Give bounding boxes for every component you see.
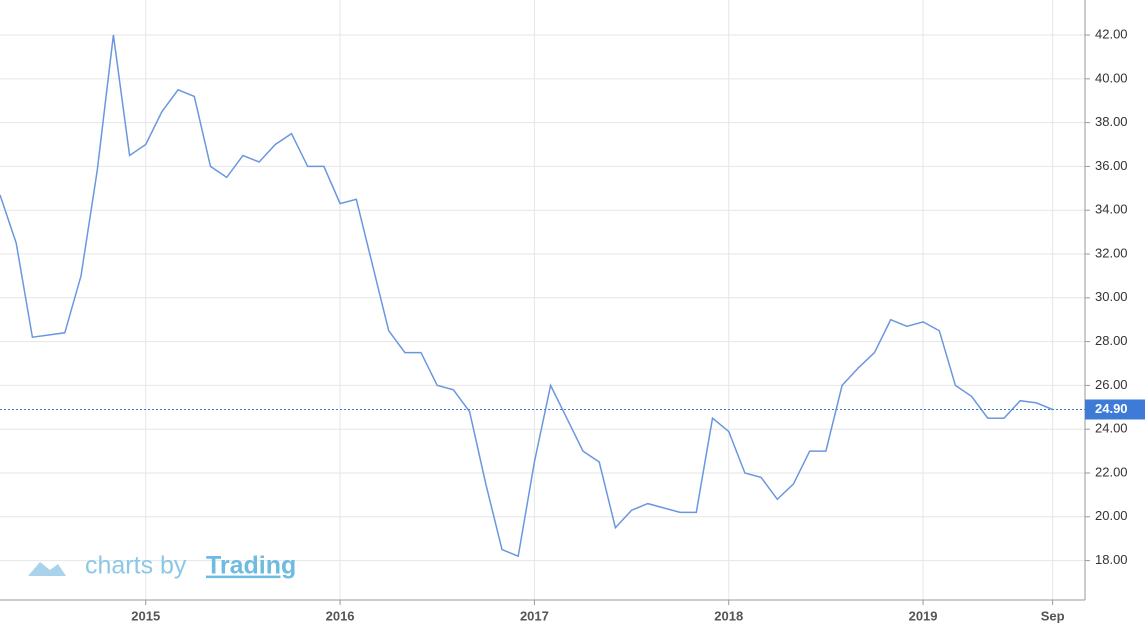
price-line xyxy=(0,34,1053,558)
y-tick-label: 40.00 xyxy=(1095,70,1128,85)
last-value-box xyxy=(1085,399,1145,420)
y-tick-label: 18.00 xyxy=(1095,552,1128,567)
watermark-brand: Trading xyxy=(206,552,296,580)
y-tick-label: 24.00 xyxy=(1095,421,1128,436)
x-tick-label: 2018 xyxy=(714,608,743,623)
x-tick-label: 2017 xyxy=(520,608,549,623)
y-tick-label: 38.00 xyxy=(1095,114,1128,129)
watermark-prefix: charts by xyxy=(85,552,187,580)
watermark-icon xyxy=(28,562,66,576)
y-tick-label: 28.00 xyxy=(1095,333,1128,348)
x-tick-label: 2019 xyxy=(909,608,938,623)
y-tick-label: 34.00 xyxy=(1095,202,1128,217)
y-tick-label: 30.00 xyxy=(1095,289,1128,304)
watermark: charts by Trading xyxy=(28,552,296,580)
y-tick-label: 42.00 xyxy=(1095,26,1128,41)
x-tick-label: 2015 xyxy=(131,608,160,623)
y-tick-label: 26.00 xyxy=(1095,377,1128,392)
y-tick-label: 20.00 xyxy=(1095,508,1128,523)
x-tick-label: Sep xyxy=(1041,608,1065,623)
last-value-label: 24.90 xyxy=(1095,401,1128,416)
y-tick-label: 36.00 xyxy=(1095,158,1128,173)
y-tick-label: 32.00 xyxy=(1095,245,1128,260)
y-tick-label: 22.00 xyxy=(1095,464,1128,479)
x-tick-label: 2016 xyxy=(326,608,355,623)
